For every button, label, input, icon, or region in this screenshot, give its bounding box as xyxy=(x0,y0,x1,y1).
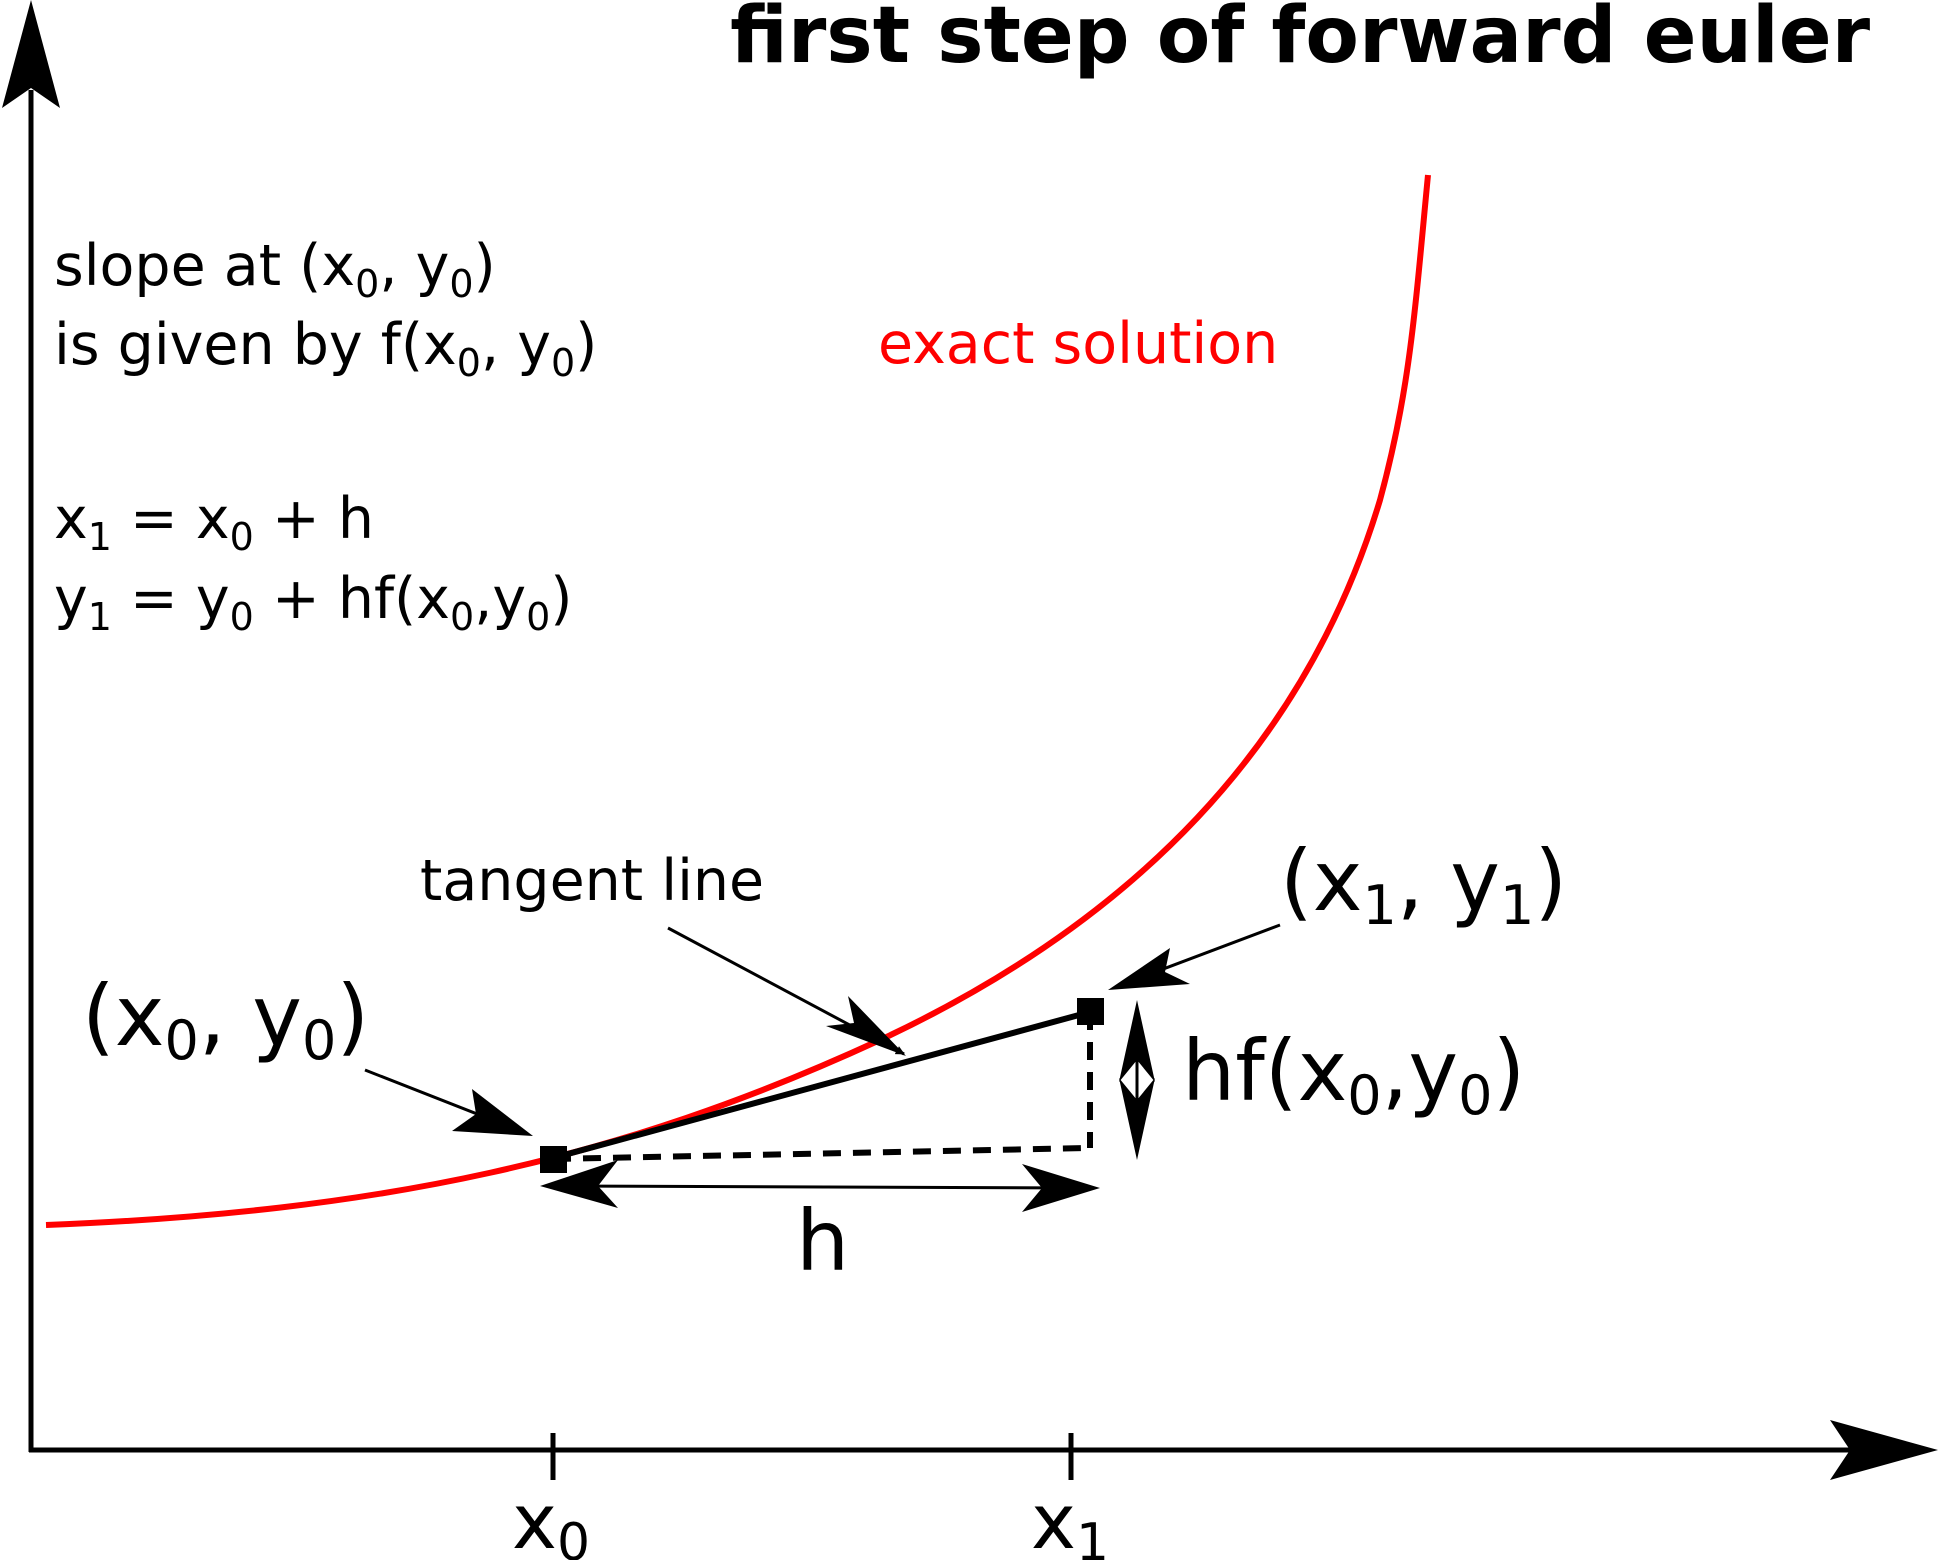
point0-pointer-head xyxy=(452,1089,533,1136)
notes-block: slope at (x0, y0) is given by f(x0, y0) … xyxy=(54,233,597,639)
point1-label: (x1, y1) xyxy=(1280,832,1567,937)
point1-pointer-head xyxy=(1108,948,1190,990)
slope-note-line1: slope at (x0, y0) xyxy=(54,233,496,306)
equation-y1: y1 = y0 + hf(x0,y0) xyxy=(54,566,573,639)
step-h-label: h xyxy=(796,1192,849,1290)
slope-note-line2: is given by f(x0, y0) xyxy=(54,312,597,385)
x-axis-arrowhead xyxy=(1830,1420,1938,1480)
point0-label: (x0, y0) xyxy=(82,967,369,1072)
step-dashed-line xyxy=(552,1145,1091,1162)
step-h-arrowhead-left xyxy=(540,1160,618,1208)
step-h-arrowhead-right xyxy=(1022,1164,1100,1212)
rise-arrowhead-top xyxy=(1119,1000,1155,1082)
axes xyxy=(2,0,1938,1480)
exact-solution-label: exact solution xyxy=(878,311,1278,377)
tangent-line xyxy=(552,1009,1091,1161)
y-axis-arrowhead xyxy=(2,0,60,108)
point-x1-y1-marker xyxy=(1077,998,1104,1025)
rise-arrowhead-bottom xyxy=(1119,1078,1155,1160)
equation-x1: x1 = x0 + h xyxy=(54,486,374,559)
tick-label-x0: x0 xyxy=(512,1477,590,1560)
title: first step of forward euler xyxy=(730,0,1871,81)
point-x0-y0-marker xyxy=(540,1146,567,1173)
exact-solution-curve xyxy=(45,174,1431,1228)
tangent-line-label: tangent line xyxy=(420,848,764,914)
step-h-arrow xyxy=(540,1160,1100,1212)
tick-label-x1: x1 xyxy=(1031,1477,1109,1560)
tangent-line-pointer-head xyxy=(826,996,906,1056)
rise-arrow xyxy=(1119,1000,1155,1160)
rise-label: hf(x0,y0) xyxy=(1182,1022,1525,1127)
